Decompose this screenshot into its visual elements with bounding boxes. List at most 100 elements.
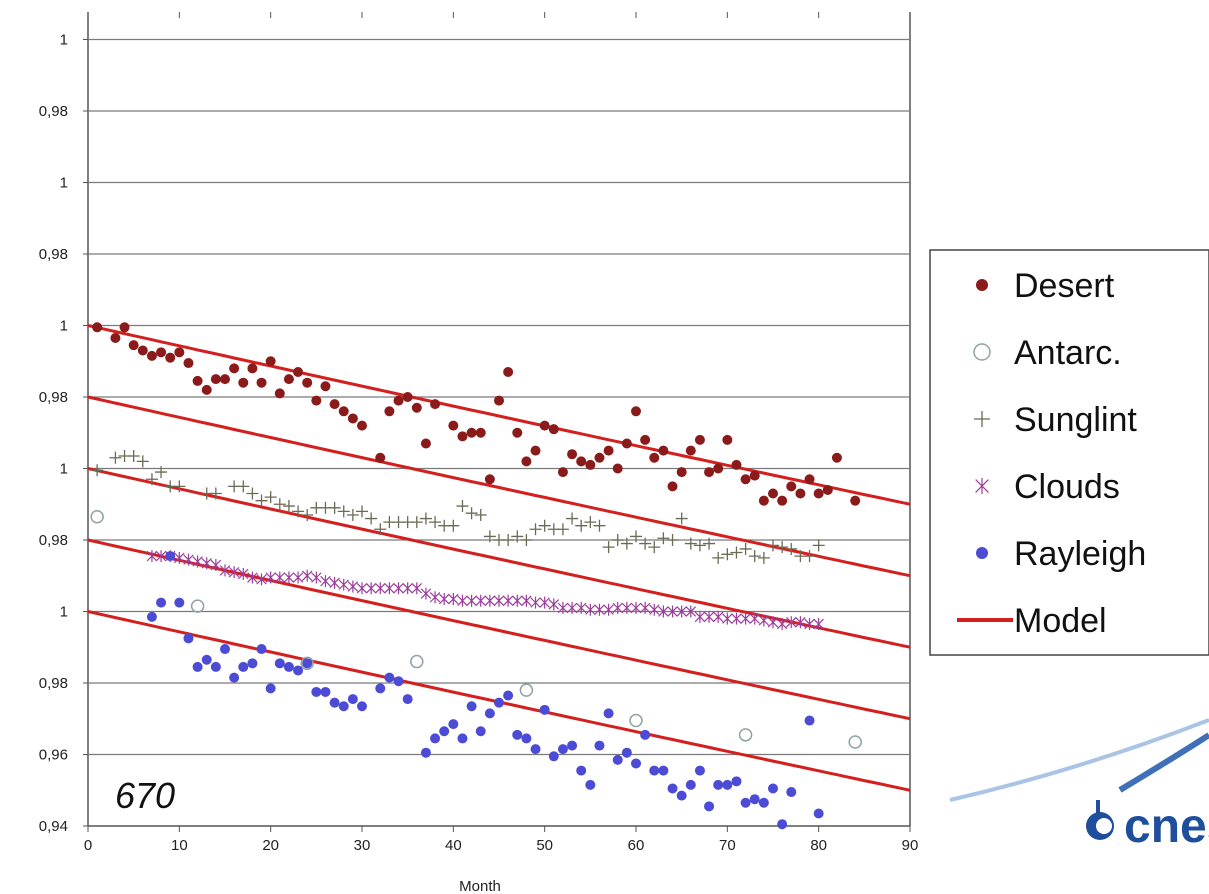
data-point [658,765,669,776]
series-antarc [90,510,862,749]
data-point [429,591,441,604]
data-point [694,765,705,776]
data-point [411,402,422,413]
data-point [475,726,486,737]
data-point [548,598,560,611]
data-point [703,610,715,623]
data-point [621,438,632,449]
data-point [512,427,523,438]
data-point [676,605,687,618]
data-point [302,658,313,669]
legend-label: Clouds [1014,468,1120,506]
x-axis-label: Month [459,878,501,894]
y-tick-label: 1 [60,32,68,49]
data-point [165,551,176,562]
data-point [640,434,651,445]
data-point [229,363,240,374]
data-point [357,701,367,712]
data-point [519,683,534,697]
data-point [256,573,267,586]
y-tick-label: 1 [60,175,68,192]
data-point [320,381,331,392]
model-curves [87,324,911,792]
data-point [676,467,687,478]
data-point [174,347,185,358]
data-point [256,644,267,655]
data-point [503,366,514,377]
data-point [246,487,259,500]
data-point [127,449,140,462]
y-tick-label: 0,98 [39,389,68,406]
data-point [247,363,258,374]
data-point [128,340,139,351]
data-point [374,523,387,536]
data-point [328,501,341,514]
data-point [145,473,158,486]
data-point [530,445,541,456]
series-clouds [146,550,824,631]
data-point [430,733,441,744]
data-point [156,347,167,358]
data-point [777,495,788,506]
data-point [174,551,185,564]
data-point [576,456,587,467]
data-point [192,555,203,568]
data-point [475,594,486,607]
data-point [748,550,761,563]
data-point [612,754,623,765]
data-point [675,512,688,525]
data-point [631,406,641,417]
data-point [757,551,770,564]
data-point [201,557,212,570]
data-point [384,582,395,595]
data-point [603,445,614,456]
data-point [749,794,760,805]
y-tick-label: 1 [60,461,68,478]
data-point [375,452,386,463]
data-point [329,576,340,589]
logo-swoosh-2 [1118,732,1209,793]
data-point [393,676,404,687]
data-point [585,603,596,616]
data-point [484,594,496,607]
data-point [712,551,725,564]
data-point [402,582,413,595]
data-point [657,532,670,545]
data-point [557,467,568,478]
data-point [813,618,824,631]
data-point [649,765,660,776]
data-point [466,594,477,607]
data-point [621,601,633,614]
wavelength-annotation: 670 [115,775,175,816]
x-tick-label: 80 [810,837,827,854]
y-axis-ticks: 0,94 0,96 0,98 1 0,98 1 0,98 1 0,98 1 0,98 1 [39,32,88,835]
data-point [740,797,751,808]
data-point [346,508,359,521]
data-point [283,661,294,672]
data-point [448,592,459,605]
data-point [402,694,413,705]
data-point [585,459,596,470]
data-point [229,672,240,683]
data-point [777,819,788,830]
data-point [174,597,185,608]
data-point [420,747,431,758]
x-tick-label: 0 [84,837,92,854]
data-point [238,661,249,672]
data-point [602,541,615,554]
data-point [722,434,733,445]
cnes-logo-icon [1086,800,1114,840]
data-point [92,322,103,333]
data-point [347,694,358,705]
data-point [274,571,286,584]
data-point [448,420,459,431]
data-point [530,744,541,755]
data-point [338,578,349,591]
data-point [292,505,305,518]
data-point [448,719,459,730]
data-point [293,665,304,676]
data-point [520,534,533,546]
legend-box [929,249,1209,656]
data-point [457,431,468,442]
legend-marker [976,547,988,559]
